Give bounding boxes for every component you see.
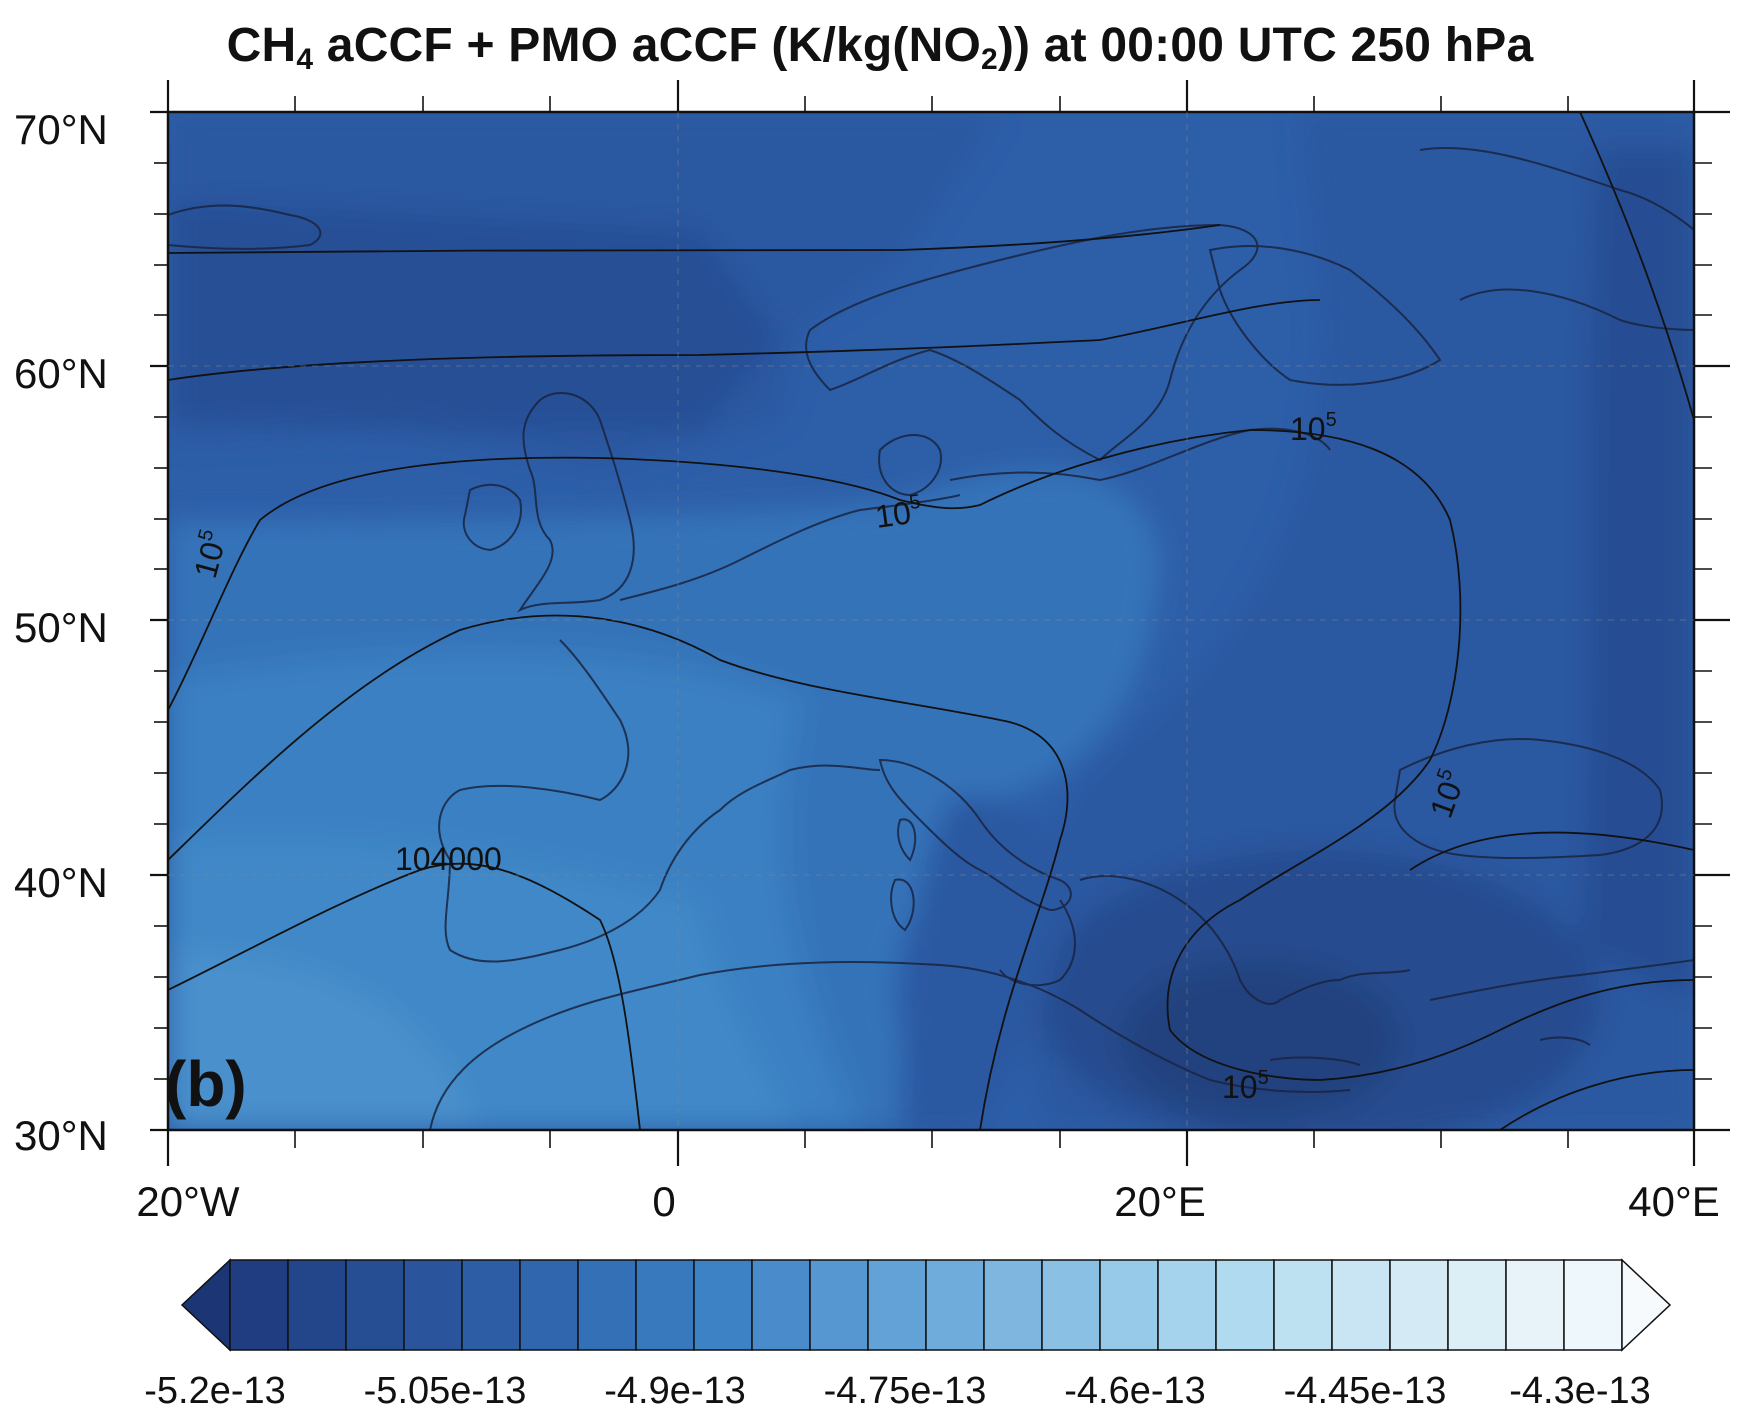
colorbar-bin: [751, 1259, 811, 1351]
colorbar-over-triangle: [1621, 1258, 1672, 1352]
contour-lines: [168, 112, 1694, 1130]
x-tick-label-20e: 20°E: [1114, 1178, 1206, 1225]
colorbar-under-triangle: [180, 1258, 231, 1352]
colorbar-tick-label-1: -5.05e-13: [363, 1370, 527, 1412]
colorbar-bin: [403, 1259, 463, 1351]
colorbar-bin: [1157, 1259, 1217, 1351]
colorbar-tick-label-6: -4.3e-13: [1509, 1370, 1651, 1412]
y-tick-label-50n: 50°N: [14, 604, 108, 651]
panel-label: (b): [165, 1048, 247, 1120]
colorbar-bin: [1215, 1259, 1275, 1351]
y-tick-label-60n: 60°N: [14, 350, 108, 397]
colorbar-tick-label-2: -4.9e-13: [604, 1370, 746, 1412]
colorbar-bin: [345, 1259, 405, 1351]
contour-label-iberia: 104000: [395, 841, 502, 877]
colorbar-bin: [867, 1259, 927, 1351]
chart-title: CH4 aCCF + PMO aCCF (K/kg(NO2)) at 00:00…: [226, 19, 1534, 76]
colorbar-bin: [809, 1259, 869, 1351]
minor-ticks: [154, 96, 1712, 1148]
colorbar-bin: [461, 1259, 521, 1351]
colorbar-bin: [983, 1259, 1043, 1351]
filled-contour-field: 105 105 105 105 105 104000: [168, 112, 1694, 1130]
colorbar-bin: [519, 1259, 579, 1351]
colorbar-bin: [287, 1259, 347, 1351]
colorbar-bin: [635, 1259, 695, 1351]
colorbar-bin: [577, 1259, 637, 1351]
x-tick-label-40e: 40°E: [1628, 1178, 1720, 1225]
colorbar-tick-label-3: -4.75e-13: [823, 1370, 987, 1412]
colorbar-bin: [1099, 1259, 1159, 1351]
colorbar-tick-label-0: -5.2e-13: [144, 1370, 286, 1412]
y-tick-label-40n: 40°N: [14, 859, 108, 906]
colorbar-bin: [1331, 1259, 1391, 1351]
colorbar-bin: [1273, 1259, 1333, 1351]
colorbar-bin: [1505, 1259, 1565, 1351]
colorbar-bin: [693, 1259, 753, 1351]
colorbar-bin: [925, 1259, 985, 1351]
colorbar-bin: [1447, 1259, 1507, 1351]
y-tick-label-30n: 30°N: [14, 1112, 108, 1159]
colorbar-bin: [1041, 1259, 1101, 1351]
colorbar-bin: [1389, 1259, 1449, 1351]
x-tick-label-0: 0: [652, 1178, 676, 1225]
x-tick-label-20w: 20°W: [136, 1178, 240, 1225]
y-tick-label-70n: 70°N: [14, 106, 108, 153]
colorbar: [180, 1258, 1672, 1352]
colorbar-bin: [1563, 1259, 1623, 1351]
axis-ticks: [150, 80, 1730, 1166]
colorbar-tick-label-5: -4.45e-13: [1283, 1370, 1447, 1412]
colorbar-tick-label-4: -4.6e-13: [1064, 1370, 1206, 1412]
colorbar-bin: [229, 1259, 289, 1351]
